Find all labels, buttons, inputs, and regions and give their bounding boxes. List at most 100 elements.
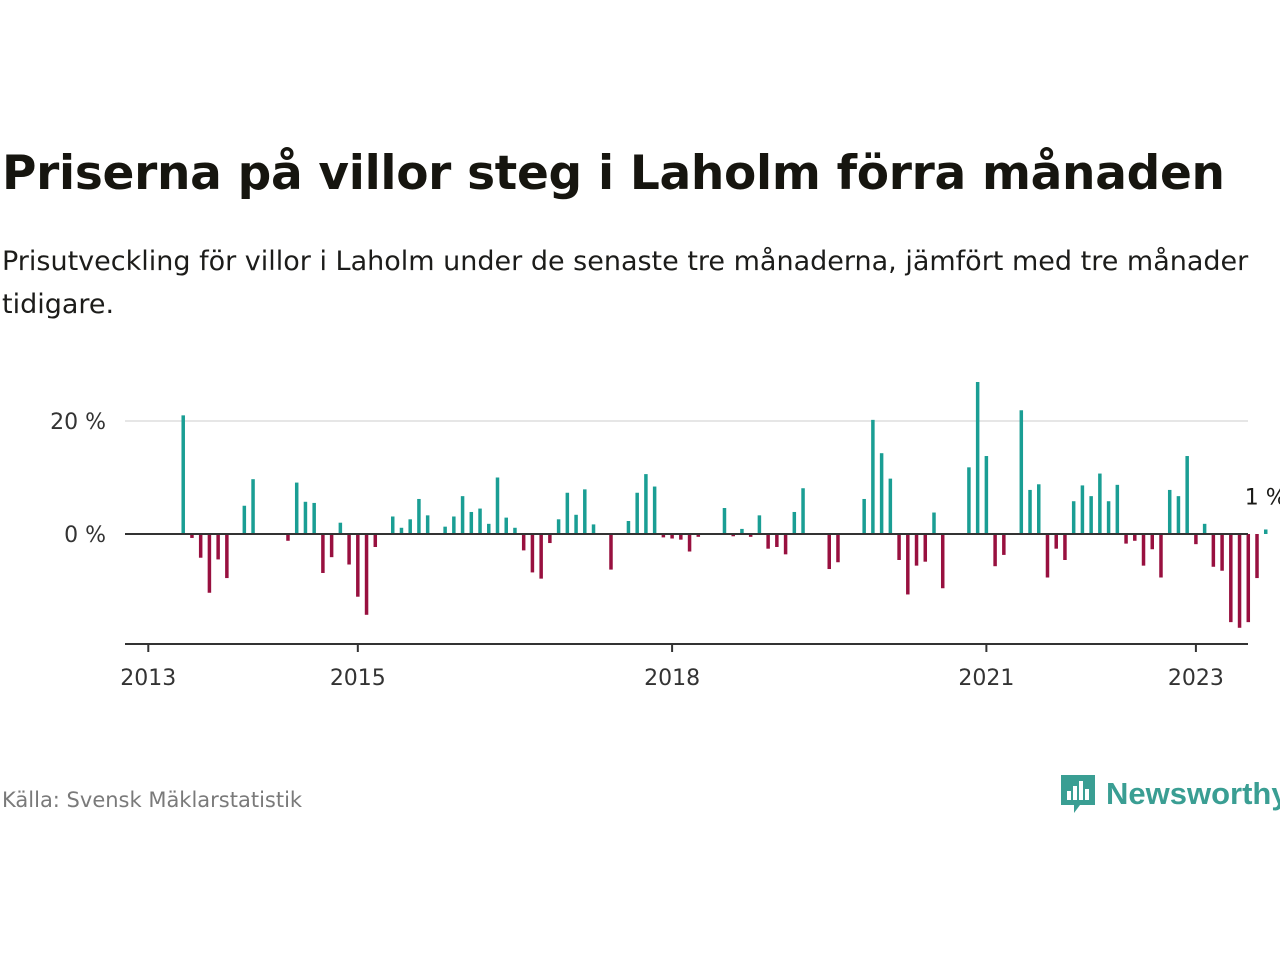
bar: [373, 534, 378, 547]
bar: [670, 534, 674, 539]
bar: [356, 534, 360, 597]
bar: [888, 478, 893, 534]
bar: [1045, 534, 1050, 578]
bar: [1054, 534, 1058, 549]
y-tick-label: 0 %: [64, 523, 106, 548]
bar: [390, 516, 395, 535]
bar: [338, 522, 343, 534]
bar: [1141, 534, 1146, 566]
bar: [836, 534, 840, 563]
bar: [251, 479, 255, 534]
bar: [591, 524, 596, 535]
bar: [1063, 534, 1067, 560]
bar: [1028, 489, 1032, 534]
bar: [1133, 534, 1137, 541]
bar: [740, 528, 744, 534]
bar: [198, 534, 203, 558]
bar: [757, 515, 762, 534]
last-value-label: 1 %: [1245, 485, 1280, 510]
bar: [539, 534, 543, 579]
bar: [801, 488, 805, 535]
bar: [644, 474, 648, 534]
bar: [652, 486, 657, 534]
bar: [932, 512, 936, 534]
bar: [1071, 501, 1076, 534]
bar: [207, 534, 212, 593]
bar: [530, 534, 535, 573]
bar: [495, 477, 500, 534]
bar: [242, 505, 247, 534]
bar: [722, 508, 727, 534]
bar: [181, 415, 185, 534]
bar: [521, 534, 526, 551]
bar: [609, 534, 613, 570]
bar: [1211, 534, 1216, 567]
chart-subtitle: Prisutveckling för villor i Laholm under…: [2, 246, 1249, 320]
bar: [1089, 496, 1093, 534]
bar: [329, 534, 334, 558]
bar: [687, 534, 692, 552]
bar: [827, 534, 831, 570]
bar: [417, 498, 421, 534]
bar: [1150, 534, 1154, 550]
bar: [286, 534, 290, 541]
bar: [312, 502, 316, 535]
bar: [1220, 534, 1224, 571]
bar: [792, 511, 797, 535]
bar: [504, 517, 508, 535]
bar: [364, 534, 369, 615]
bar: [1115, 484, 1120, 534]
bar: [513, 527, 517, 534]
bar: [548, 534, 552, 544]
x-tick-label: 2013: [120, 666, 176, 691]
bar: [556, 519, 561, 534]
bar: [303, 501, 308, 534]
brand-name: Newsworthy: [1106, 776, 1280, 811]
bar: [975, 382, 980, 534]
newsworthy-chart-icon: [1061, 775, 1095, 813]
bar: [783, 534, 788, 555]
bar: [1080, 485, 1085, 534]
bar: [748, 534, 753, 537]
bar: [583, 489, 587, 535]
bar: [731, 534, 735, 537]
bar: [1019, 410, 1024, 535]
bar: [1202, 523, 1207, 534]
bar: [914, 534, 919, 566]
bar: [425, 515, 430, 534]
bar: [906, 534, 910, 595]
bar: [766, 534, 770, 549]
bar: [1159, 534, 1163, 578]
bar: [1002, 534, 1006, 555]
bar: [923, 534, 928, 562]
bar: [1106, 501, 1111, 534]
bar: [1167, 489, 1172, 534]
bar: [967, 467, 971, 534]
x-tick-label: 2015: [330, 666, 386, 691]
x-tick-label: 2018: [644, 666, 700, 691]
bar: [679, 534, 683, 540]
bar-chart: 0 % 20 % 2013 2015 2018 2021 2023 1 %: [50, 382, 1280, 691]
bar: [452, 516, 456, 535]
bar: [1263, 529, 1268, 534]
bar: [225, 534, 229, 579]
bar: [696, 534, 701, 537]
bar: [347, 534, 351, 565]
bar: [399, 527, 404, 534]
bar: [1176, 496, 1181, 534]
bar: [1098, 473, 1102, 535]
bar: [635, 492, 639, 534]
bar: [661, 534, 666, 538]
bar: [565, 492, 570, 534]
bar: [1229, 534, 1233, 623]
bar: [993, 534, 997, 567]
bar: [1124, 534, 1128, 544]
bar: [216, 534, 220, 560]
bar: [1246, 534, 1251, 623]
bar: [1237, 534, 1242, 628]
brand-logo[interactable]: Newsworthy: [1058, 772, 1280, 816]
bar: [1194, 534, 1198, 545]
bar: [443, 526, 447, 535]
x-tick-label: 2023: [1168, 666, 1224, 691]
bar: [1037, 484, 1041, 534]
